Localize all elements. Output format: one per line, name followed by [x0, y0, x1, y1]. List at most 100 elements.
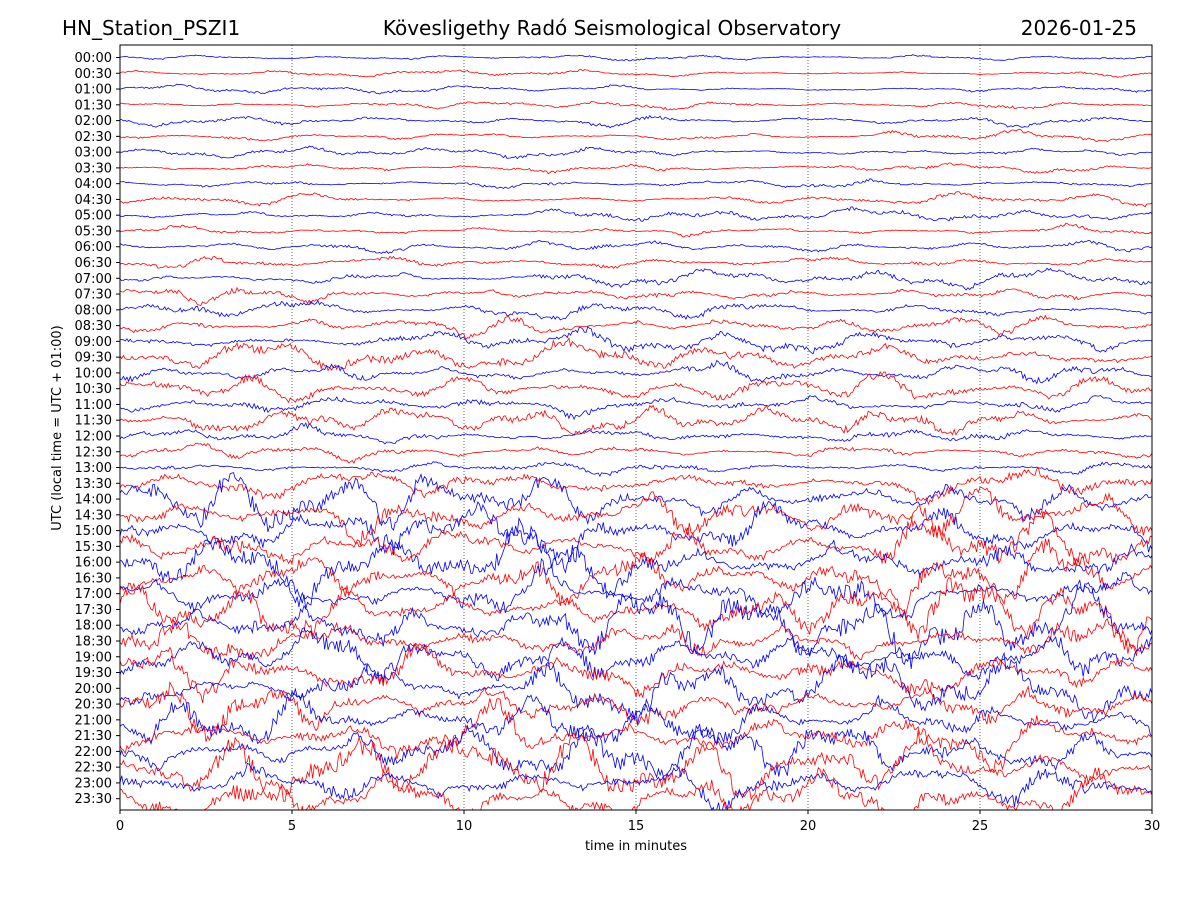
- y-tick-label: 07:00: [75, 272, 112, 287]
- y-tick-label: 02:30: [75, 130, 112, 145]
- y-tick-label: 01:00: [75, 83, 112, 98]
- y-tick-label: 20:30: [75, 698, 112, 713]
- trace-0400: [120, 178, 1152, 189]
- y-tick-label: 12:30: [75, 445, 112, 460]
- x-tick-label: 15: [628, 819, 645, 834]
- x-axis-label: time in minutes: [585, 839, 687, 854]
- y-tick-label: 13:00: [75, 461, 112, 476]
- trace-0030: [120, 69, 1152, 78]
- trace-0930: [120, 337, 1152, 372]
- y-tick-label: 16:00: [75, 556, 112, 571]
- y-tick-label: 21:30: [75, 729, 112, 744]
- y-tick-label: 03:30: [75, 161, 112, 176]
- trace-1630: [120, 538, 1152, 619]
- trace-2030: [120, 681, 1152, 742]
- trace-1200: [120, 422, 1152, 445]
- trace-0700: [120, 267, 1152, 291]
- trace-1730: [120, 576, 1152, 656]
- trace-1600: [120, 516, 1152, 610]
- trace-1930: [120, 642, 1152, 703]
- y-tick-label: 05:00: [75, 209, 112, 224]
- y-tick-label: 13:30: [75, 477, 112, 492]
- trace-1000: [120, 359, 1152, 385]
- y-tick-label: 05:30: [75, 224, 112, 239]
- y-tick-label: 17:30: [75, 603, 112, 618]
- y-tick-label: 04:00: [75, 177, 112, 192]
- trace-2100: [120, 687, 1152, 745]
- y-tick-label: 22:30: [75, 761, 112, 776]
- trace-0000: [120, 54, 1152, 62]
- trace-2230: [120, 730, 1152, 802]
- y-axis-label: UTC (local time = UTC + 01:00): [50, 325, 65, 530]
- trace-1100: [120, 395, 1152, 421]
- trace-0800: [120, 299, 1152, 321]
- y-tick-label: 11:30: [75, 414, 112, 429]
- y-tick-label: 02:00: [75, 114, 112, 129]
- y-tick-label: 15:00: [75, 524, 112, 539]
- y-tick-label: 09:30: [75, 351, 112, 366]
- trace-2200: [120, 724, 1152, 782]
- y-tick-label: 11:00: [75, 398, 112, 413]
- trace-1300: [120, 461, 1152, 478]
- y-tick-label: 17:00: [75, 587, 112, 602]
- trace-2130: [120, 698, 1152, 774]
- y-tick-label: 20:00: [75, 682, 112, 697]
- x-tick-label: 30: [1144, 819, 1161, 834]
- plot-area: [120, 45, 1152, 810]
- y-tick-label: 04:30: [75, 193, 112, 208]
- y-tick-label: 18:30: [75, 634, 112, 649]
- y-tick-label: 00:00: [75, 51, 112, 66]
- trace-2000: [120, 651, 1152, 725]
- trace-1500: [120, 500, 1152, 574]
- x-tick-labels: 0 5 10 15 20 25 30: [116, 810, 1160, 834]
- y-tick-label: 22:00: [75, 745, 112, 760]
- trace-0500: [120, 206, 1152, 222]
- y-tick-label: 07:30: [75, 288, 112, 303]
- trace-0200: [120, 114, 1152, 129]
- x-tick-label: 5: [288, 819, 296, 834]
- trace-0100: [120, 83, 1152, 95]
- y-tick-label: 14:00: [75, 493, 112, 508]
- trace-0130: [120, 100, 1152, 111]
- y-tick-label: 15:30: [75, 540, 112, 555]
- trace-1330: [120, 467, 1152, 506]
- y-tick-label: 03:00: [75, 146, 112, 161]
- station-name: HN_Station_PSZI1: [62, 16, 240, 40]
- x-tick-label: 20: [800, 819, 817, 834]
- trace-1900: [120, 627, 1152, 683]
- trace-1700: [120, 557, 1152, 622]
- trace-0630: [120, 255, 1152, 270]
- y-tick-label: 14:30: [75, 508, 112, 523]
- y-tick-label: 18:00: [75, 619, 112, 634]
- y-tick-label: 23:00: [75, 776, 112, 791]
- trace-1800: [120, 579, 1152, 669]
- y-tick-label: 08:00: [75, 303, 112, 318]
- x-tick-label: 25: [972, 819, 989, 834]
- y-tick-label: 12:00: [75, 429, 112, 444]
- y-tick-label: 16:30: [75, 571, 112, 586]
- trace-0900: [120, 325, 1152, 355]
- chart-title: Kövesligethy Radó Seismological Observat…: [383, 16, 841, 40]
- y-tick-label: 06:30: [75, 256, 112, 271]
- y-tick-labels: 00:0000:3001:0001:3002:0002:3003:0003:30…: [75, 51, 120, 807]
- trace-0430: [120, 191, 1152, 208]
- trace-1030: [120, 370, 1152, 404]
- x-tick-label: 0: [116, 819, 124, 834]
- trace-2300: [120, 762, 1152, 810]
- y-tick-label: 01:30: [75, 98, 112, 113]
- trace-1830: [120, 617, 1152, 661]
- y-tick-label: 06:00: [75, 240, 112, 255]
- trace-0830: [120, 314, 1152, 341]
- trace-1530: [120, 505, 1152, 566]
- x-tick-label: 10: [456, 819, 473, 834]
- trace-0300: [120, 145, 1152, 160]
- trace-0330: [120, 162, 1152, 175]
- trace-1430: [120, 486, 1152, 546]
- trace-1400: [120, 472, 1152, 533]
- trace-0600: [120, 239, 1152, 254]
- trace-0230: [120, 128, 1152, 143]
- trace-0730: [120, 286, 1152, 307]
- trace-1130: [120, 404, 1152, 436]
- seismic-traces: [120, 54, 1152, 810]
